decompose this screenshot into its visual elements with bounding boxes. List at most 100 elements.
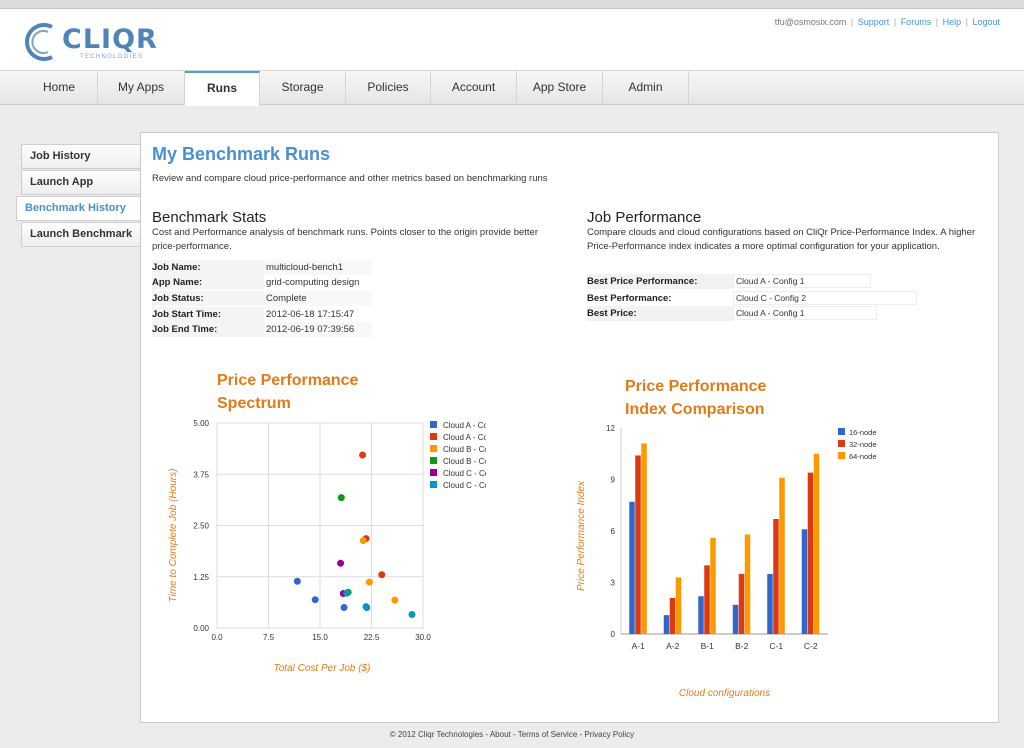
stat-label: App Name:	[152, 275, 264, 290]
sidebar-item-launch-benchmark[interactable]: Launch Benchmark	[21, 222, 141, 247]
page-title: My Benchmark Runs	[152, 144, 331, 164]
y-tick-label: 9	[611, 476, 616, 485]
bar	[813, 453, 820, 634]
scatter-point	[340, 604, 348, 611]
chart-title: Price Performance	[625, 378, 767, 395]
benchmark-stats-description: Cost and Performance analysis of benchma…	[152, 227, 538, 252]
legend-label: Cloud A - Config 1	[443, 421, 486, 430]
x-tick-label: 0.0	[211, 633, 223, 642]
scatter-point	[408, 610, 416, 618]
perf-value: Cloud A - Config 1	[733, 306, 877, 320]
x-axis-label: Total Cost Per Job ($)	[274, 663, 371, 674]
perf-value: Cloud A - Config 1	[733, 274, 871, 288]
scatter-chart-panel: Price Performance Spectrum 0.00 1.25 2.50 3.7…	[154, 357, 509, 691]
legend-label: Cloud B - Config 2	[443, 457, 486, 466]
x-tick-label: 7.5	[263, 633, 275, 642]
tab-policies[interactable]: Policies	[346, 71, 431, 105]
legend-swatch	[838, 428, 845, 435]
perf-row-best-price: Best Price: Cloud A - Config 1	[587, 306, 912, 321]
bar	[767, 573, 773, 634]
scatter-point	[365, 578, 373, 586]
y-tick-label: 6	[611, 527, 616, 536]
app-header: CLIQR TECHNOLOGIES tfu@osmosix.com | Sup…	[0, 9, 1024, 70]
sidebar: Job History Launch App Benchmark History…	[16, 144, 141, 248]
cliqr-logo[interactable]: CLIQR TECHNOLOGIES	[22, 21, 157, 63]
bar	[732, 604, 739, 634]
stat-label: Job Start Time:	[152, 307, 264, 322]
sidebar-item-benchmark-history[interactable]: Benchmark History	[16, 196, 141, 221]
y-axis-label: Price Performance Index	[576, 480, 587, 591]
benchmark-stats-title: Benchmark Stats	[152, 209, 267, 226]
forums-link[interactable]: Forums	[900, 17, 932, 27]
bar	[675, 577, 682, 634]
legend-label: Cloud C - Config 1	[443, 469, 486, 478]
tab-runs[interactable]: Runs	[185, 71, 260, 106]
bar	[641, 443, 647, 634]
logout-link[interactable]: Logout	[972, 17, 1000, 27]
user-email: tfu@osmosix.com	[774, 17, 847, 27]
bar	[744, 534, 751, 634]
legend-swatch	[430, 421, 437, 428]
scatter-point	[359, 537, 367, 545]
logo-text: CLIQR	[62, 24, 158, 55]
y-tick-label: 0.00	[193, 624, 209, 633]
bar	[773, 518, 779, 634]
legend-label: Cloud B - Config 1	[443, 445, 486, 454]
job-performance-title: Job Performance	[587, 209, 702, 226]
y-tick-label: 12	[606, 424, 615, 433]
bar	[807, 472, 814, 634]
perf-label: Best Price:	[587, 306, 733, 321]
support-link[interactable]: Support	[857, 17, 890, 27]
bar	[704, 565, 710, 634]
bar	[779, 477, 785, 634]
legend-label: 16-node	[849, 428, 877, 437]
stat-value: 2012-06-19 07:39:56	[264, 322, 372, 337]
help-link[interactable]: Help	[942, 17, 962, 27]
tab-app-store[interactable]: App Store	[517, 71, 603, 105]
footer: © 2012 Cliqr Technologies - About - Term…	[389, 730, 635, 739]
stat-row-job-status: Job Status: Complete	[152, 291, 372, 306]
logo-subtext: TECHNOLOGIES	[80, 54, 144, 60]
y-tick-label: 1.25	[193, 573, 209, 582]
bar	[801, 529, 808, 634]
x-tick-label: A-1	[632, 641, 646, 651]
bar	[669, 597, 676, 634]
stat-value: 2012-06-18 17:15:47	[266, 309, 355, 320]
x-tick-label: 15.0	[312, 633, 328, 642]
stat-label: Job Status:	[152, 291, 264, 306]
scatter-point	[293, 577, 301, 585]
scatter-point	[378, 571, 386, 579]
stat-row-job-start: Job Start Time: 2012-06-18 17:15:47	[152, 307, 372, 322]
sidebar-item-launch-app[interactable]: Launch App	[21, 170, 141, 195]
legend-swatch	[430, 469, 437, 476]
legend-swatch	[430, 481, 437, 488]
bar	[738, 573, 745, 634]
main-panel: My Benchmark Runs Review and compare clo…	[140, 132, 999, 723]
x-axis-label: Cloud configurations	[679, 688, 770, 699]
perf-label: Best Performance:	[587, 291, 733, 306]
job-performance-description: Compare clouds and cloud configurations …	[587, 227, 976, 252]
legend-label: Cloud A - Config 2	[443, 433, 486, 442]
tab-admin[interactable]: Admin	[603, 71, 689, 105]
tab-home[interactable]: Home	[21, 71, 98, 105]
page-description: Review and compare cloud price-performan…	[152, 173, 548, 184]
perf-row-best-price-performance: Best Price Performance: Cloud A - Config…	[587, 274, 912, 289]
tab-storage[interactable]: Storage	[260, 71, 346, 105]
legend-label: Cloud C - Config 2	[443, 481, 486, 490]
sidebar-item-job-history[interactable]: Job History	[21, 144, 141, 169]
x-tick-label: B-2	[735, 641, 749, 651]
tab-account[interactable]: Account	[431, 71, 517, 105]
bar	[635, 455, 641, 634]
y-tick-label: 3	[611, 579, 616, 588]
x-tick-label: B-1	[701, 641, 715, 651]
bar	[663, 615, 670, 634]
stat-row-job-end: Job End Time: 2012-06-19 07:39:56	[152, 322, 372, 337]
x-tick-label: A-2	[666, 641, 680, 651]
bar	[710, 537, 716, 634]
scatter-point	[343, 589, 351, 597]
top-links: tfu@osmosix.com | Support | Forums | Hel…	[774, 17, 1000, 27]
tab-my-apps[interactable]: My Apps	[98, 71, 185, 105]
y-tick-label: 2.50	[193, 522, 209, 531]
y-tick-label: 0	[611, 630, 616, 639]
stat-label: Job Name:	[152, 260, 264, 275]
